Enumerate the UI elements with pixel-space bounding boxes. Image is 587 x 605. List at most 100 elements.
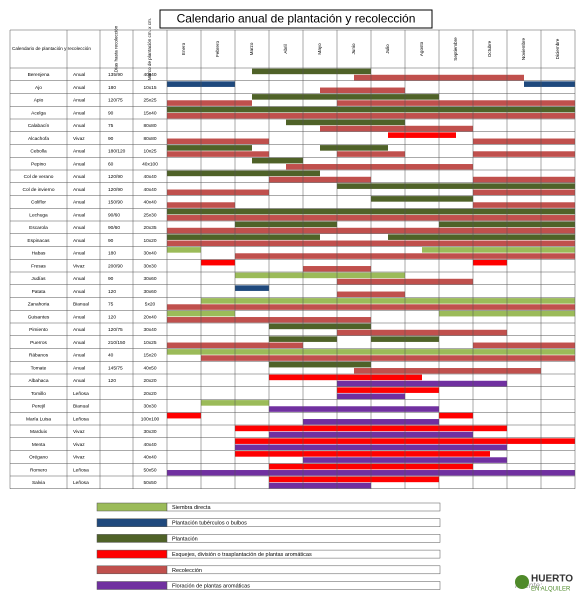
crop-spacing: 50x50 [143,467,156,473]
crop-spacing: 20x20 [143,391,156,397]
crop-spacing: 30x30 [143,429,156,435]
crop-name: Pepino [31,161,46,167]
month-label: Septiembre [453,37,458,61]
activity-bar [167,151,269,157]
crop-spacing: 40x40 [143,72,156,78]
crop-days: 150/90 [108,200,123,206]
legend-label: Siembra directa [172,505,211,511]
crop-name: Menta [32,442,46,448]
name-header: Calendario de plantación y recolección [12,46,91,51]
crop-cycle: Anual [73,238,85,244]
crop-spacing: 25x25 [143,98,156,104]
crop-days: 200/90 [108,263,123,269]
month-label: Diciembre [555,38,560,59]
crop-days: 120 [108,289,116,295]
crop-days: 120/75 [108,98,123,104]
activity-bar [337,329,507,336]
activity-bar [252,94,439,100]
source: Fuente: [515,581,542,590]
crop-name: Romero [30,467,47,473]
activity-bar [167,138,269,145]
crop-name: Col de verano [24,174,54,180]
legend-box [166,549,441,559]
logo-icon [515,575,529,589]
crop-cycle: Vivaz [73,136,85,142]
activity-bar [337,183,575,189]
activity-bar [286,119,405,126]
crop-spacing: 80x80 [143,123,156,129]
crop-spacing: 80x80 [143,136,156,142]
crop-cycle: Anual [73,276,85,282]
activity-bar [201,298,575,304]
crop-cycle: Anual [73,365,85,371]
crop-days: 120/90 [108,174,123,180]
activity-bar [354,368,541,374]
title-box [159,9,433,29]
activity-bar [473,138,575,145]
crop-spacing: 40x40 [143,455,156,461]
crop-spacing: 40x40 [143,187,156,193]
crop-name: Coliflor [31,200,46,206]
activity-bar [252,68,371,75]
crop-cycle: Vivaz [73,455,85,461]
activity-bar [337,380,507,387]
logo-line2: EN ALQUILER [531,587,571,593]
month-label: Junio [351,43,356,54]
activity-bar [269,374,422,381]
crop-cycle: Bianual [73,302,89,308]
crop-name: Marduix [30,429,48,435]
activity-bar [167,247,201,253]
crop-name: Albahaca [28,378,48,384]
crop-spacing: 40x40 [143,442,156,448]
crop-name: Escarola [29,225,48,231]
crop-spacing: 50x50 [143,480,156,486]
crop-cycle: Anual [73,200,85,206]
crop-days: 210/150 [108,340,126,346]
title: Calendario anual de plantación y recolec… [177,12,416,26]
crop-cycle: Anual [73,174,85,180]
activity-bar [167,145,252,151]
activity-bar [252,157,303,164]
legend-swatch [96,549,168,559]
month-label: Noviembre [521,37,526,60]
crop-spacing: 25x30 [143,212,156,218]
crop-spacing: 30x30 [143,404,156,410]
legend-label: Esquejes, división o trasplantación de p… [172,552,312,558]
activity-bar [286,164,473,170]
crop-days: 90/60 [108,212,120,218]
month-label: Febrero [215,41,220,58]
crop-name: Lechuga [29,212,48,218]
activity-bar [337,100,575,106]
crop-cycle: Anual [73,98,85,104]
crop-spacing: 10x20 [143,238,156,244]
month-label: Enero [181,42,186,55]
crop-name: Perejil [32,404,45,410]
activity-bar [269,176,371,183]
month-label: Agosto [419,41,424,56]
crop-days: 90 [108,110,114,116]
crop-spacing: 10x25 [143,149,156,155]
activity-bar [201,259,235,266]
activity-bar [320,145,388,151]
activity-bar [473,342,575,349]
crop-days: 90 [108,136,114,142]
crop-name: Espinacas [27,238,50,244]
crop-spacing: 20x40 [143,314,156,320]
logo-line1: HUERTO [531,574,573,585]
crop-name: Tomillo [31,391,46,397]
legend-label: Recolección [172,568,202,574]
legend-box [166,534,441,543]
crop-cycle: Anual [73,85,85,91]
crop-spacing: 15x40 [143,110,156,116]
crop-name: Ajo [35,85,42,91]
crop-name: Fresas [31,263,46,269]
month-label: Julio [385,44,390,54]
crop-cycle: Anual [73,353,85,359]
crop-spacing: 20x20 [143,378,156,384]
crop-name: Orégano [29,455,48,461]
activity-bar [337,387,439,393]
crop-name: Col de invierno [23,187,55,193]
crop-spacing: 100x100 [141,416,160,422]
activity-bar [524,81,575,87]
crop-name: Judías [31,276,46,282]
